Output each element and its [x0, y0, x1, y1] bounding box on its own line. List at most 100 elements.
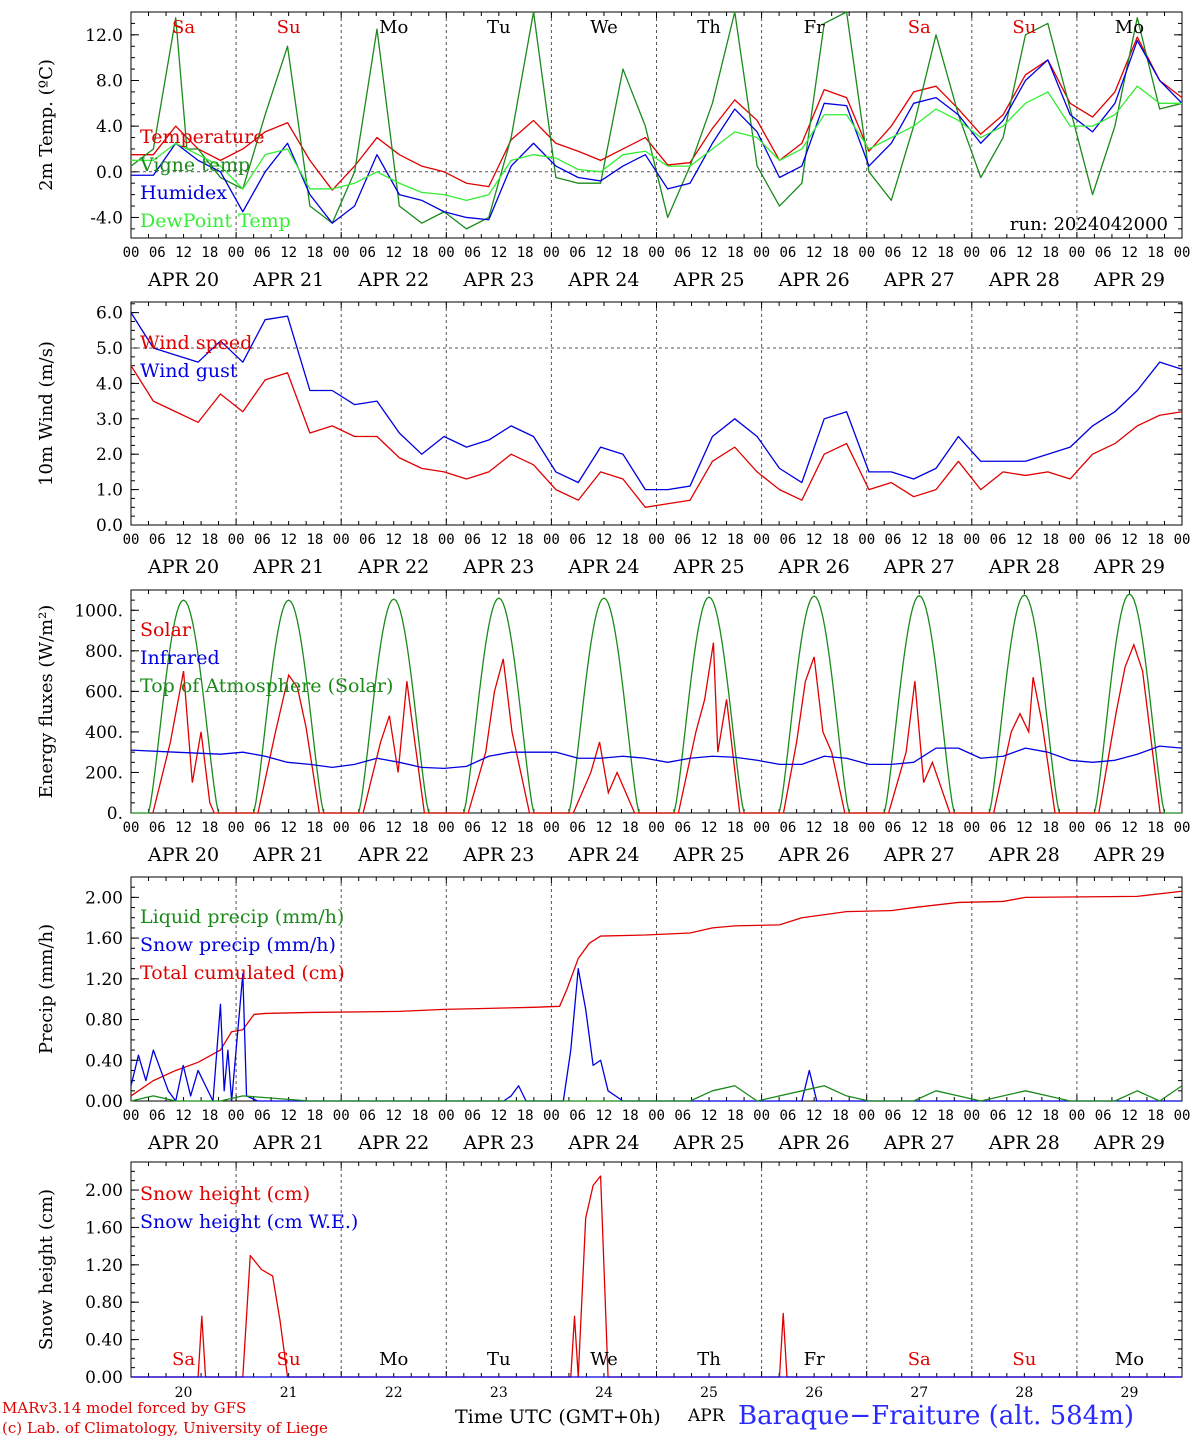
x-day-label: APR 22: [357, 556, 429, 578]
x-hour-label: 18: [201, 1108, 218, 1124]
x-hour-label: 06: [674, 532, 691, 548]
x-hour-label: 18: [201, 820, 218, 836]
x-hour-label: 06: [569, 1108, 586, 1124]
x-day-label: APR 23: [462, 844, 534, 866]
x-axis-label: Time UTC (GMT+0h): [455, 1406, 661, 1428]
x-hour-label: 00: [333, 532, 350, 548]
legend-entry: Vigne temp: [139, 154, 250, 176]
x-hour-label: 00: [1174, 532, 1191, 548]
x-hour-label: 06: [359, 532, 376, 548]
y-axis-label: 10m Wind (m/s): [36, 341, 57, 486]
y-tick-label: 4.0: [96, 117, 123, 137]
x-day-label: APR 22: [357, 844, 429, 866]
x-hour-label: 06: [464, 1108, 481, 1124]
x-hour-label: 18: [937, 1108, 954, 1124]
x-hour-label: 00: [543, 245, 560, 261]
weekday-label: Th: [697, 17, 721, 38]
x-hour-label: 18: [412, 820, 429, 836]
x-hour-label: 12: [911, 245, 928, 261]
series-line-solar: [152, 642, 1161, 814]
x-hour-label: 12: [1121, 820, 1138, 836]
x-hour-label: 18: [1147, 820, 1164, 836]
x-hour-label: 12: [806, 1108, 823, 1124]
series-line-infrared: [130, 745, 1183, 770]
x-hour-label: 12: [1121, 1108, 1138, 1124]
x-hour-label: 00: [333, 1108, 350, 1124]
weekday-label: Tu: [487, 17, 511, 38]
y-tick-label: 1.60: [85, 929, 123, 949]
x-hour-label: 12: [280, 820, 297, 836]
weekday-label: Su: [1012, 17, 1036, 38]
legend-entry: Snow precip (mm/h): [140, 934, 336, 956]
x-hour-label: 18: [412, 245, 429, 261]
y-tick-label: 2.0: [96, 445, 123, 465]
y-axis-label: 2m Temp. (ºC): [36, 59, 57, 191]
weekday-label: Mo: [379, 17, 408, 38]
x-hour-label: 12: [701, 820, 718, 836]
x-hour-label: 18: [937, 245, 954, 261]
x-hour-label: 00: [858, 245, 875, 261]
x-day-label: APR 25: [673, 556, 745, 578]
x-day-label: APR 26: [778, 556, 850, 578]
legend-entry: Humidex: [140, 182, 227, 204]
x-hour-label: 06: [674, 1108, 691, 1124]
legend-entry: Snow height (cm): [140, 1183, 310, 1205]
y-tick-label: 400.: [85, 723, 123, 743]
x-day-label: APR 20: [147, 1132, 219, 1154]
x-hour-label: 00: [858, 1108, 875, 1124]
x-hour-label: 12: [1121, 532, 1138, 548]
x-day-label: APR 28: [988, 844, 1060, 866]
x-hour-label: 06: [569, 532, 586, 548]
x-day-label: APR 25: [673, 269, 745, 291]
y-tick-label: 0.0: [96, 516, 123, 536]
x-hour-label: 18: [937, 532, 954, 548]
y-tick-label: 1.0: [96, 481, 123, 501]
x-hour-label: 06: [779, 245, 796, 261]
series-line-total-cumulated-cm-: [130, 890, 1183, 1097]
x-hour-label: 00: [438, 532, 455, 548]
x-hour-label: 00: [963, 245, 980, 261]
x-hour-label: 12: [280, 245, 297, 261]
plot-frame: [130, 589, 1183, 814]
x-hour-label: 00: [333, 245, 350, 261]
x-day-label: APR 26: [778, 1132, 850, 1154]
x-day-label: APR 27: [883, 1132, 955, 1154]
panel-3: 0. 200. 400. 600. 800. 1000. Energy fluxes (W/…: [36, 589, 1190, 866]
x-hour-label: 18: [201, 245, 218, 261]
y-tick-label: -4.0: [90, 208, 123, 228]
weekday-label: Fr: [804, 17, 825, 38]
x-hour-label: 12: [280, 1108, 297, 1124]
x-hour-label: 18: [937, 820, 954, 836]
legend-entry: Snow height (cm W.E.): [140, 1211, 358, 1233]
legend-entry: Infrared: [140, 647, 220, 669]
x-hour-label: 12: [1016, 245, 1033, 261]
weekday-label: Sa: [172, 1349, 195, 1370]
legend-entry: Top of Atmosphere (Solar): [140, 675, 393, 697]
x-day-number: 27: [910, 1385, 928, 1401]
series-line-wind-speed: [130, 365, 1183, 508]
x-hour-label: 18: [727, 1108, 744, 1124]
x-hour-label: 18: [306, 820, 323, 836]
x-day-number: 20: [175, 1385, 193, 1401]
x-day-label: APR 20: [147, 269, 219, 291]
x-hour-label: 00: [963, 532, 980, 548]
x-hour-label: 12: [280, 532, 297, 548]
x-hour-label: 06: [1095, 532, 1112, 548]
y-tick-label: 1.20: [85, 970, 123, 990]
y-tick-label: 0.40: [85, 1331, 123, 1351]
x-day-label: APR 29: [1093, 269, 1165, 291]
month-label: APR: [688, 1406, 725, 1426]
x-day-number: 25: [700, 1385, 718, 1401]
x-hour-label: 06: [990, 1108, 1007, 1124]
series-line-liquid-precip-mm-h-: [130, 1085, 1183, 1102]
x-hour-label: 06: [254, 1108, 271, 1124]
x-hour-label: 12: [701, 245, 718, 261]
x-day-label: APR 24: [567, 269, 639, 291]
panel-1: -4.0 0.0 4.0 8.0 12.0 2m Temp. (ºC) Temperatur…: [36, 11, 1190, 291]
legend-entry: DewPoint Temp: [140, 210, 291, 232]
x-hour-label: 12: [175, 245, 192, 261]
x-hour-label: 06: [359, 245, 376, 261]
series-line-temperature: [131, 36, 1183, 191]
x-day-label: APR 23: [462, 269, 534, 291]
x-hour-label: 06: [359, 1108, 376, 1124]
